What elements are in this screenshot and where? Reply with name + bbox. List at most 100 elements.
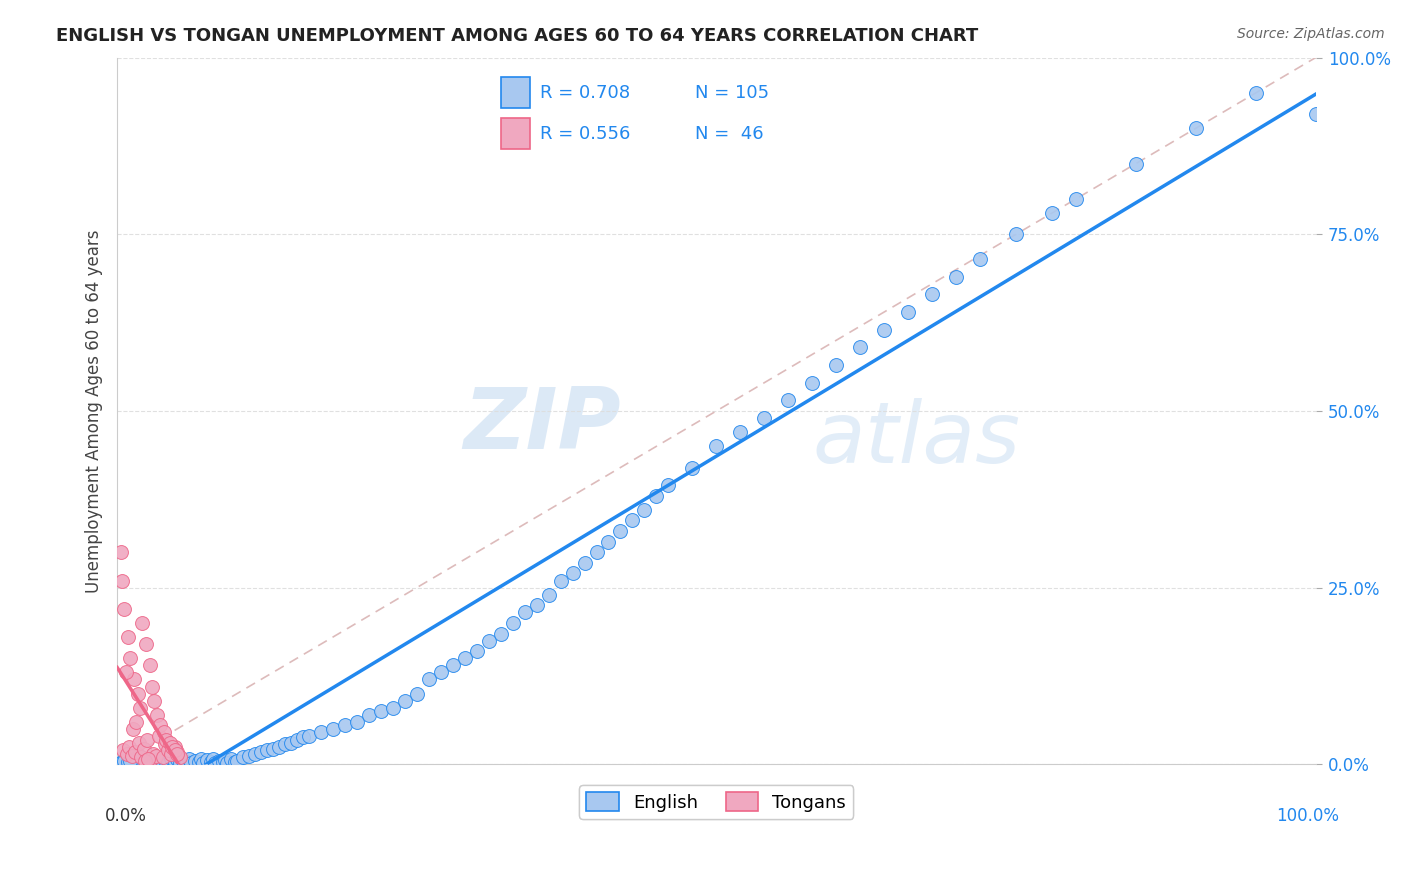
- Point: [117, 630, 139, 644]
- Legend: English, Tongans: English, Tongans: [579, 785, 853, 819]
- Point: [139, 756, 162, 770]
- Point: [969, 252, 991, 266]
- Point: [550, 574, 572, 588]
- Point: [621, 514, 644, 528]
- Point: [454, 651, 477, 665]
- Point: [153, 738, 176, 752]
- Point: [155, 732, 177, 747]
- Point: [122, 673, 145, 687]
- Point: [346, 714, 368, 729]
- Text: 0.0%: 0.0%: [105, 806, 148, 825]
- Point: [125, 714, 148, 729]
- Point: [217, 756, 239, 770]
- Point: [250, 745, 273, 759]
- Point: [1040, 206, 1063, 220]
- Point: [357, 707, 380, 722]
- Point: [513, 605, 536, 619]
- Point: [132, 755, 155, 769]
- Point: [945, 269, 967, 284]
- Point: [441, 658, 464, 673]
- Point: [166, 752, 188, 766]
- Point: [381, 700, 404, 714]
- Point: [211, 755, 233, 769]
- Point: [825, 358, 848, 372]
- Point: [153, 725, 176, 739]
- Point: [127, 687, 149, 701]
- Point: [232, 750, 254, 764]
- Point: [184, 754, 207, 768]
- Point: [136, 732, 159, 747]
- Point: [280, 736, 302, 750]
- Text: atlas: atlas: [813, 398, 1021, 481]
- Point: [115, 755, 138, 769]
- Point: [120, 651, 142, 665]
- Point: [704, 439, 727, 453]
- Point: [873, 323, 896, 337]
- Point: [219, 752, 242, 766]
- Point: [465, 644, 488, 658]
- Point: [370, 704, 392, 718]
- Point: [163, 739, 186, 754]
- Point: [160, 747, 183, 761]
- Point: [609, 524, 631, 538]
- Point: [187, 755, 209, 769]
- Point: [112, 602, 135, 616]
- Point: [801, 376, 824, 390]
- Point: [478, 633, 501, 648]
- Point: [134, 754, 156, 768]
- Point: [166, 745, 188, 759]
- Point: [897, 305, 920, 319]
- Point: [633, 503, 655, 517]
- Point: [162, 739, 184, 754]
- Point: [128, 736, 150, 750]
- Point: [149, 718, 172, 732]
- Point: [298, 729, 321, 743]
- Point: [778, 393, 800, 408]
- Point: [152, 756, 174, 770]
- Point: [537, 588, 560, 602]
- Point: [195, 753, 218, 767]
- Point: [117, 755, 139, 769]
- Point: [139, 751, 162, 765]
- Point: [309, 725, 332, 739]
- Point: [502, 615, 524, 630]
- Point: [160, 751, 183, 765]
- Point: [262, 741, 284, 756]
- Point: [118, 739, 141, 754]
- Point: [849, 340, 872, 354]
- Point: [129, 750, 152, 764]
- Point: [112, 755, 135, 769]
- Point: [681, 460, 703, 475]
- Point: [333, 718, 356, 732]
- Point: [141, 680, 163, 694]
- Point: [291, 731, 314, 745]
- Point: [200, 755, 222, 769]
- Point: [129, 750, 152, 764]
- Point: [143, 694, 166, 708]
- Point: [115, 747, 138, 761]
- Text: 100.0%: 100.0%: [1277, 806, 1340, 825]
- Point: [110, 545, 132, 559]
- Point: [754, 411, 776, 425]
- Point: [156, 755, 179, 769]
- Point: [204, 756, 226, 770]
- Point: [489, 626, 512, 640]
- Text: ENGLISH VS TONGAN UNEMPLOYMENT AMONG AGES 60 TO 64 YEARS CORRELATION CHART: ENGLISH VS TONGAN UNEMPLOYMENT AMONG AGE…: [56, 27, 979, 45]
- Point: [163, 755, 186, 769]
- Point: [202, 752, 225, 766]
- Point: [163, 743, 186, 757]
- Point: [152, 750, 174, 764]
- Point: [526, 599, 548, 613]
- Point: [645, 489, 668, 503]
- Point: [598, 534, 620, 549]
- Point: [256, 743, 278, 757]
- Point: [585, 545, 607, 559]
- Point: [180, 756, 202, 770]
- Point: [176, 755, 198, 769]
- Point: [1125, 156, 1147, 170]
- Point: [145, 707, 167, 722]
- Point: [322, 722, 344, 736]
- Point: [124, 745, 146, 759]
- Point: [657, 478, 679, 492]
- Point: [153, 753, 176, 767]
